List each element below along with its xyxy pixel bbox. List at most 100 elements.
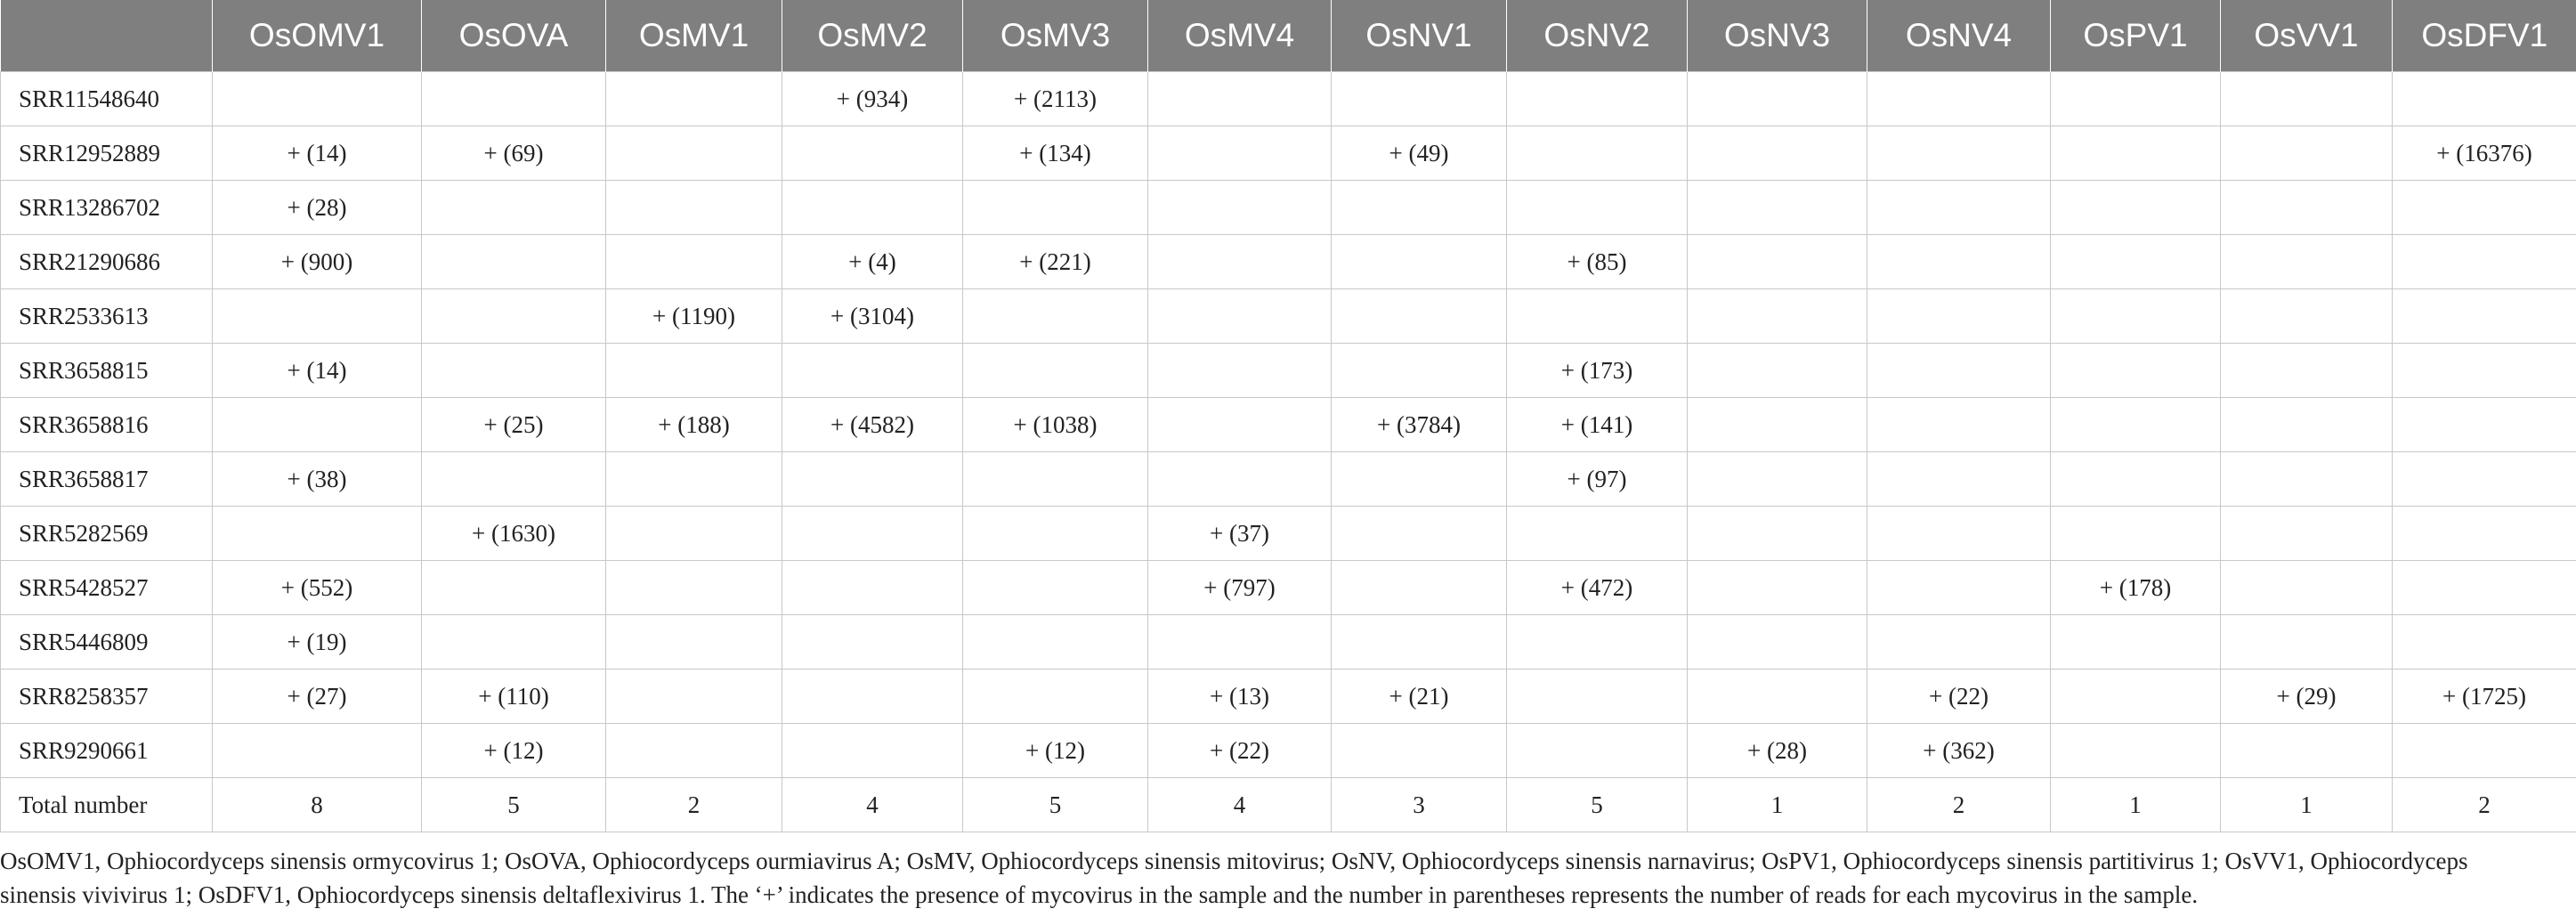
table-cell bbox=[2050, 288, 2221, 344]
sample-id-cell: SRR5282569 bbox=[0, 506, 213, 561]
table-cell bbox=[2392, 560, 2576, 615]
table-cell bbox=[421, 71, 606, 126]
table-cell bbox=[782, 614, 963, 669]
mycovirus-table: OsOMV1 OsOVA OsMV1 OsMV2 OsMV3 OsMV4 OsNV1 OsNV… bbox=[0, 0, 2576, 832]
table-cell bbox=[1506, 506, 1688, 561]
table-row: SRR5446809 + (19) bbox=[0, 614, 2576, 669]
table-cell: 3 bbox=[1331, 777, 1507, 832]
table-cell: 4 bbox=[1147, 777, 1332, 832]
table-row: SRR9290661 + (12) + (12) + (22) + (28) + (362… bbox=[0, 723, 2576, 778]
column-header: OsNV2 bbox=[1506, 0, 1688, 72]
table-cell bbox=[1867, 614, 2051, 669]
table-cell bbox=[2220, 343, 2393, 398]
table-cell bbox=[2392, 288, 2576, 344]
table-cell bbox=[2050, 506, 2221, 561]
table-cell bbox=[1867, 288, 2051, 344]
table-cell bbox=[2050, 614, 2221, 669]
table-container: OsOMV1 OsOVA OsMV1 OsMV2 OsMV3 OsMV4 OsNV1 OsNV… bbox=[0, 0, 2576, 832]
table-cell bbox=[605, 343, 782, 398]
table-cell bbox=[2050, 71, 2221, 126]
table-cell bbox=[2050, 126, 2221, 181]
header-row: OsOMV1 OsOVA OsMV1 OsMV2 OsMV3 OsMV4 OsNV1 OsNV… bbox=[0, 0, 2576, 72]
table-cell bbox=[1147, 180, 1332, 235]
table-cell bbox=[2220, 234, 2393, 289]
table-cell: 2 bbox=[605, 777, 782, 832]
table-cell: + (362) bbox=[1867, 723, 2051, 778]
table-cell bbox=[421, 180, 606, 235]
table-cell: + (797) bbox=[1147, 560, 1332, 615]
table-cell bbox=[1867, 71, 2051, 126]
table-cell: + (4) bbox=[782, 234, 963, 289]
table-cell bbox=[2220, 614, 2393, 669]
table-cell bbox=[2220, 451, 2393, 507]
table-cell bbox=[962, 343, 1148, 398]
table-cell bbox=[2220, 71, 2393, 126]
table-cell bbox=[962, 506, 1148, 561]
table-cell bbox=[1687, 669, 1867, 724]
table-cell: + (22) bbox=[1147, 723, 1332, 778]
table-cell: + (188) bbox=[605, 397, 782, 452]
table-cell: + (12) bbox=[421, 723, 606, 778]
table-cell: 2 bbox=[1867, 777, 2051, 832]
table-cell bbox=[212, 723, 422, 778]
table-cell bbox=[1506, 614, 1688, 669]
table-cell bbox=[1867, 126, 2051, 181]
table-cell: 4 bbox=[782, 777, 963, 832]
table-cell bbox=[1331, 180, 1507, 235]
table-cell: + (110) bbox=[421, 669, 606, 724]
table-cell bbox=[1687, 614, 1867, 669]
table-cell bbox=[1867, 397, 2051, 452]
table-cell bbox=[212, 288, 422, 344]
table-cell: 8 bbox=[212, 777, 422, 832]
sample-id-cell: SRR5428527 bbox=[0, 560, 213, 615]
table-cell bbox=[782, 343, 963, 398]
table-cell: + (1725) bbox=[2392, 669, 2576, 724]
table-cell bbox=[605, 71, 782, 126]
table-cell bbox=[2392, 723, 2576, 778]
table-cell bbox=[2392, 451, 2576, 507]
table-cell: + (173) bbox=[1506, 343, 1688, 398]
table-cell bbox=[1506, 723, 1688, 778]
column-header: OsNV3 bbox=[1687, 0, 1867, 72]
table-cell bbox=[1331, 614, 1507, 669]
sample-id-cell: SRR3658815 bbox=[0, 343, 213, 398]
table-cell bbox=[1506, 669, 1688, 724]
table-cell: + (28) bbox=[1687, 723, 1867, 778]
sample-id-cell: Total number bbox=[0, 777, 213, 832]
table-cell bbox=[782, 451, 963, 507]
table-cell bbox=[2050, 451, 2221, 507]
sample-id-cell: SRR3658817 bbox=[0, 451, 213, 507]
table-cell bbox=[1147, 288, 1332, 344]
table-row: SRR3658817 + (38) + (97) bbox=[0, 451, 2576, 507]
table-cell bbox=[1147, 343, 1332, 398]
table-cell bbox=[605, 451, 782, 507]
table-cell bbox=[605, 669, 782, 724]
header-corner bbox=[0, 0, 213, 72]
table-cell: 2 bbox=[2392, 777, 2576, 832]
table-cell bbox=[2220, 126, 2393, 181]
column-header: OsMV4 bbox=[1147, 0, 1332, 72]
table-cell bbox=[2220, 180, 2393, 235]
table-cell bbox=[782, 126, 963, 181]
table-cell: 5 bbox=[421, 777, 606, 832]
table-cell bbox=[1687, 397, 1867, 452]
table-cell bbox=[212, 506, 422, 561]
table-cell bbox=[421, 560, 606, 615]
table-cell: + (97) bbox=[1506, 451, 1688, 507]
table-cell bbox=[782, 180, 963, 235]
table-cell bbox=[2392, 506, 2576, 561]
table-cell bbox=[2392, 343, 2576, 398]
table-cell bbox=[1687, 180, 1867, 235]
table-cell bbox=[2050, 343, 2221, 398]
sample-id-cell: SRR11548640 bbox=[0, 71, 213, 126]
column-header: OsMV3 bbox=[962, 0, 1148, 72]
table-cell bbox=[421, 234, 606, 289]
table-cell: + (12) bbox=[962, 723, 1148, 778]
table-cell bbox=[2392, 234, 2576, 289]
table-cell: + (25) bbox=[421, 397, 606, 452]
table-cell bbox=[421, 451, 606, 507]
table-cell bbox=[2220, 560, 2393, 615]
sample-id-cell: SRR8258357 bbox=[0, 669, 213, 724]
table-cell bbox=[1867, 451, 2051, 507]
table-cell: + (3104) bbox=[782, 288, 963, 344]
